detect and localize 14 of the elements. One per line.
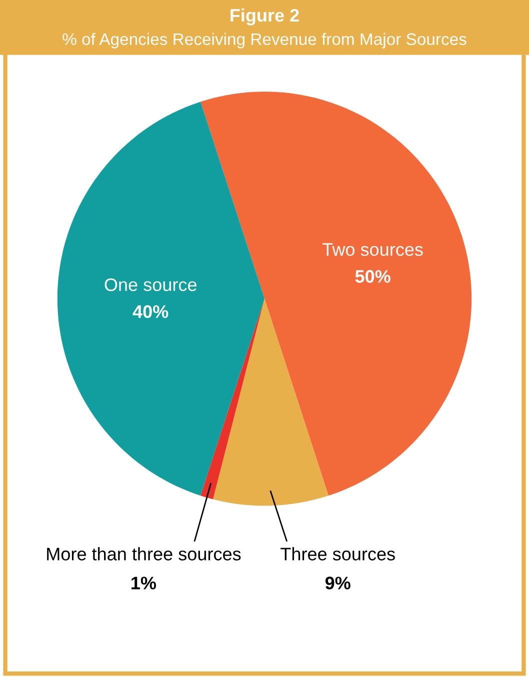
data-label: 9% [325,576,350,590]
data-label: 1% [132,576,156,590]
pie-slice [200,92,472,496]
chart-subtitle: % of Agencies Receiving Revenue from Major Sources [62,32,466,48]
data-label: 40% [132,305,168,318]
data-label: 50% [355,270,390,283]
slice-label: Three sources [280,547,395,560]
slice-label: Two sources [322,243,423,256]
slice-label: One source [104,278,196,292]
pie-slice [213,298,328,506]
pie-slice [57,102,264,496]
pie-slice [200,298,264,500]
slice-label: More than three sources [47,547,241,560]
chart-title: Figure 2 [230,8,299,26]
